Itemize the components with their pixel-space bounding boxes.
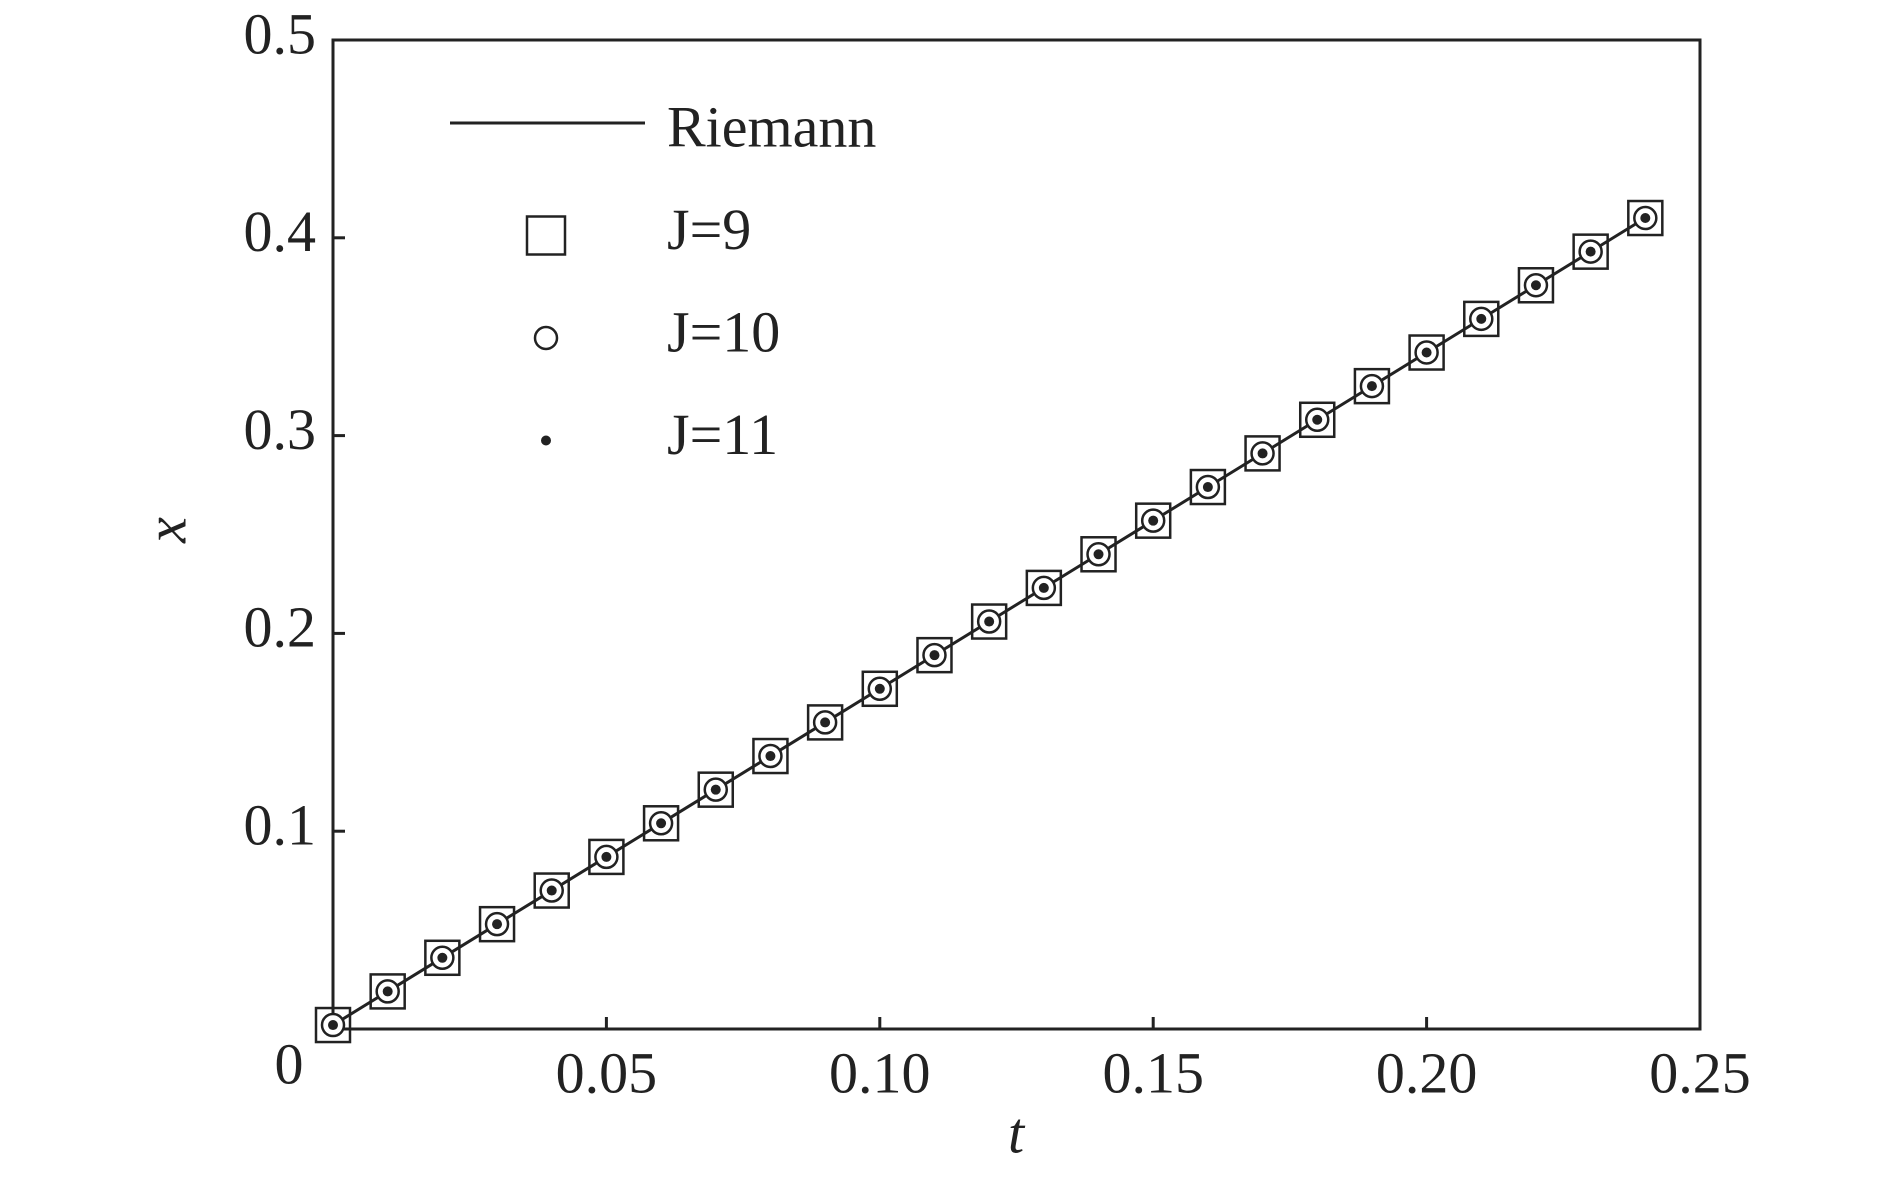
point-marker <box>642 805 680 842</box>
x-tick-label: 0.20 <box>1376 1040 1478 1105</box>
point-marker <box>601 851 612 862</box>
point-marker <box>533 872 570 909</box>
point-marker <box>437 952 448 963</box>
point-marker <box>1298 401 1336 439</box>
point-marker <box>1093 549 1104 560</box>
point-marker <box>765 751 776 762</box>
legend-marker <box>525 215 567 256</box>
point-marker <box>1366 381 1377 392</box>
legend-marker <box>541 435 551 446</box>
point-marker <box>1421 347 1432 358</box>
point-marker <box>1530 280 1541 291</box>
point-marker <box>1038 582 1049 593</box>
point-marker <box>1080 536 1117 573</box>
point-marker <box>546 885 557 896</box>
point-marker <box>1189 468 1227 506</box>
point-marker <box>1025 569 1063 607</box>
point-marker <box>328 1020 338 1031</box>
point-marker <box>970 603 1008 640</box>
x-tick-label: 0.15 <box>1102 1040 1204 1105</box>
y-axis-label: x <box>133 517 198 544</box>
y-tick-label: 0.5 <box>244 1 317 66</box>
point-marker <box>1585 246 1596 257</box>
point-marker <box>929 650 940 661</box>
x-tick-label: 0.10 <box>829 1040 931 1105</box>
point-marker <box>820 717 831 728</box>
point-marker <box>478 905 516 943</box>
point-marker <box>1627 199 1664 237</box>
point-marker <box>1148 515 1159 526</box>
x-tick-label: 0 <box>275 1031 304 1096</box>
point-marker <box>1408 334 1445 371</box>
point-marker <box>861 670 899 708</box>
point-marker <box>806 704 844 741</box>
point-marker <box>1476 313 1487 324</box>
point-marker <box>1572 233 1609 270</box>
legend-label: Riemann <box>667 94 876 159</box>
plot-frame <box>331 38 1702 1031</box>
point-marker <box>1353 367 1391 405</box>
point-marker <box>588 838 625 876</box>
x-axis-label: t <box>1008 1100 1026 1165</box>
point-marker <box>697 771 735 808</box>
y-tick-label: 0.3 <box>244 397 317 462</box>
x-tick-label: 0.05 <box>556 1040 658 1105</box>
legend-marker <box>533 325 559 351</box>
point-marker <box>1134 502 1172 539</box>
point-marker <box>1257 448 1268 459</box>
y-tick-label: 0.1 <box>244 793 317 858</box>
point-marker <box>492 919 503 930</box>
point-marker <box>1244 435 1281 472</box>
y-tick-label: 0.2 <box>244 595 317 660</box>
point-marker <box>752 737 789 775</box>
point-marker <box>1202 482 1213 493</box>
legend-label: J=11 <box>667 402 778 467</box>
point-marker <box>382 986 393 997</box>
point-marker <box>656 818 667 829</box>
point-marker <box>874 683 885 694</box>
point-marker <box>1463 300 1500 338</box>
point-marker <box>984 616 995 627</box>
point-marker <box>1640 213 1651 224</box>
point-marker <box>1312 414 1323 425</box>
y-tick-label: 0.4 <box>244 199 317 264</box>
x-tick-label: 0.25 <box>1649 1040 1751 1105</box>
legend-label: J=9 <box>667 197 751 262</box>
point-marker <box>710 784 721 795</box>
point-marker <box>916 636 953 674</box>
point-marker <box>1517 267 1555 304</box>
point-marker <box>424 939 461 977</box>
point-marker <box>369 973 406 1010</box>
legend-label: J=10 <box>667 299 780 364</box>
point-marker <box>314 1006 352 1044</box>
